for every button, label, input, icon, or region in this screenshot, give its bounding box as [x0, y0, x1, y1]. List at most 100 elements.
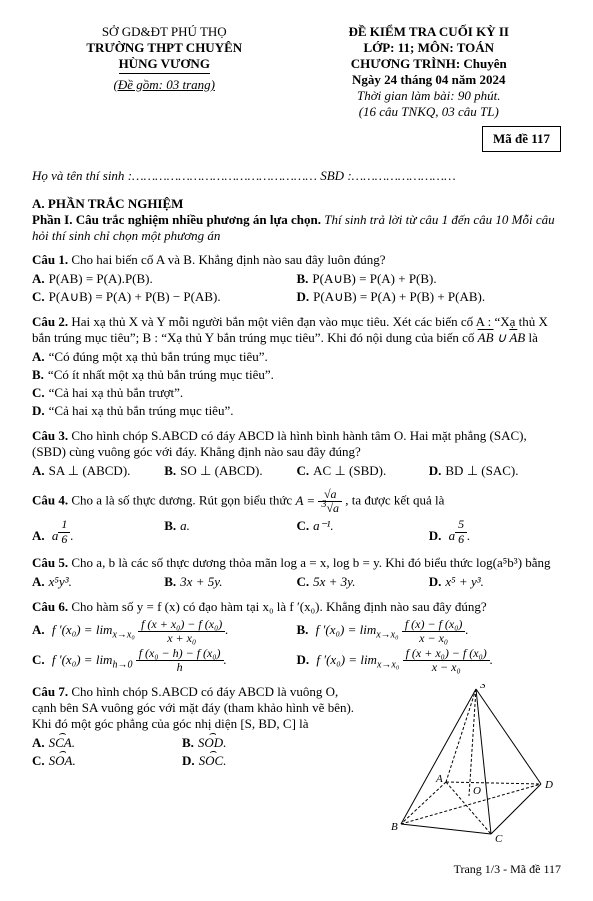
q6-opt-a: A. f ′(x₀) = limx→x₀ f (x + x₀) − f (x₀)…: [32, 617, 297, 646]
q1-opt-d: D.P(A∪B) = P(A) + P(B) + P(AB).: [297, 288, 562, 306]
q1-text: Cho hai biến cố A và B. Khẳng định nào s…: [71, 252, 385, 267]
q6-opt-d: D. f ′(x₀) = limx→x₀ f (x + x₀) − f (x₀)…: [297, 646, 562, 675]
q5-c-text: 5x + 3y.: [313, 574, 355, 589]
q1-opt-a: A.P(AB) = P(A).P(B).: [32, 270, 297, 288]
name-label: Họ và tên thí sinh: [32, 168, 124, 183]
part-1-intro: Phần I. Câu trắc nghiệm nhiều phương án …: [32, 212, 561, 244]
q2-b-text: “Có ít nhất một xạ thủ bắn trúng mục tiê…: [48, 367, 274, 382]
header: SỞ GD&ĐT PHÚ THỌ TRƯỜNG THPT CHUYÊN HÙNG…: [32, 24, 561, 152]
student-info-line: Họ và tên thí sinh :………………………………………… SBD…: [32, 168, 561, 184]
q4-opt-d: D. a56.: [429, 517, 561, 546]
q3-text: Cho hình chóp S.ABCD có đáy ABCD là hình…: [32, 428, 527, 459]
q3-opt-a: A.SA ⊥ (ABCD).: [32, 462, 164, 480]
exam-format: (16 câu TNKQ, 03 câu TL): [297, 104, 562, 120]
q1-label: Câu 1.: [32, 252, 68, 267]
exam-class: LỚP: 11; MÔN: TOÁN: [297, 40, 562, 56]
q7-label: Câu 7.: [32, 684, 68, 699]
q7-opt-b: B.SOD.: [182, 734, 332, 752]
question-6: Câu 6. Cho hàm số y = f (x) có đạo hàm t…: [32, 599, 561, 676]
q5-opt-c: C.5x + 3y.: [297, 573, 429, 591]
q4-a-expr: a16.: [52, 528, 74, 543]
question-2: Câu 2. Hai xạ thủ X và Y mỗi người bắn m…: [32, 314, 561, 420]
q7-opt-d: D.SOC.: [182, 752, 332, 770]
part-1-bold: Phần I. Câu trắc nghiệm nhiều phương án …: [32, 212, 321, 227]
q7-line2: cạnh bên SA vuông góc với mặt đáy (tham …: [32, 700, 354, 715]
q7-opt-a: A.SCA.: [32, 734, 182, 752]
q7-c-text: SOA.: [49, 753, 76, 769]
q1-b-text: P(A∪B) = P(A) + P(B).: [312, 271, 436, 286]
exam-code: Mã đề 117: [482, 126, 561, 152]
question-1: Câu 1. Cho hai biến cố A và B. Khẳng địn…: [32, 252, 561, 306]
q2-expr: AB ∪ AB: [478, 330, 526, 345]
q6-opt-b: B. f ′(x₀) = limx→x₀ f (x) − f (x₀)x − x…: [297, 617, 562, 646]
q5-opt-a: A.x⁵y³.: [32, 573, 164, 591]
q2-text-b: là: [528, 330, 537, 345]
page-footer: Trang 1/3 - Mã đề 117: [32, 862, 561, 877]
q4-opt-c: C.a⁻¹.: [297, 517, 429, 546]
q2-a-text: “Có đúng một xạ thủ bắn trúng mục tiêu”.: [49, 349, 268, 364]
q5-b-text: 3x + 5y.: [180, 574, 222, 589]
q7-d-text: SOC.: [199, 753, 227, 769]
q3-d-text: BD ⊥ (SAC).: [445, 463, 518, 478]
q2-opt-a: A.“Có đúng một xạ thủ bắn trúng mục tiêu…: [32, 348, 561, 366]
q6-label: Câu 6.: [32, 599, 68, 614]
q4-text: Cho a là số thực dương. Rút gọn biểu thứ…: [71, 493, 295, 508]
q6-c-expr: f ′(x₀) = limh→0 f (x₀ − h) − f (x₀)h.: [52, 652, 227, 667]
sbd-label: SBD: [320, 168, 344, 183]
pyramid-icon: SABCDO: [391, 684, 561, 844]
page-count: (Đề gồm: 03 trang): [32, 77, 297, 93]
q4-expr: A = √a3√a: [295, 493, 345, 508]
svg-text:S: S: [480, 684, 486, 691]
q5-opt-d: D.x⁵ + y³.: [429, 573, 561, 591]
q4-opt-b: B.a.: [164, 517, 296, 546]
q3-opt-d: D.BD ⊥ (SAC).: [429, 462, 561, 480]
q3-a-text: SA ⊥ (ABCD).: [49, 463, 131, 478]
q6-opt-c: C. f ′(x₀) = limh→0 f (x₀ − h) − f (x₀)h…: [32, 646, 297, 675]
q5-label: Câu 5.: [32, 555, 68, 570]
q7-line1: Cho hình chóp S.ABCD có đáy ABCD là vuôn…: [71, 684, 338, 699]
svg-text:D: D: [544, 779, 553, 791]
q3-label: Câu 3.: [32, 428, 68, 443]
q5-d-text: x⁵ + y³.: [445, 574, 483, 589]
exam-duration: Thời gian làm bài: 90 phút.: [297, 88, 562, 104]
q2-c-text: “Cả hai xạ thủ bắn trượt”.: [49, 385, 184, 400]
q5-text: Cho a, b là các số thực dương thỏa mãn l…: [71, 555, 550, 570]
q2-label: Câu 2.: [32, 314, 68, 329]
svg-text:B: B: [391, 821, 398, 833]
q7-opt-c: C.SOA.: [32, 752, 182, 770]
q1-a-text: P(AB) = P(A).P(B).: [49, 271, 153, 286]
q3-opt-c: C.AC ⊥ (SBD).: [297, 462, 429, 480]
q3-c-text: AC ⊥ (SBD).: [313, 463, 386, 478]
sbd-dots: :………………………: [347, 168, 455, 183]
name-dots: :…………………………………………: [128, 168, 317, 183]
q4-opt-a: A. a16.: [32, 517, 164, 546]
q6-text: Cho hàm số y = f (x) có đạo hàm tại x₀ l…: [71, 599, 486, 614]
exam-date: Ngày 24 tháng 04 năm 2024: [297, 72, 562, 88]
svg-text:C: C: [495, 833, 503, 844]
q2-opt-d: D.“Cả hai xạ thủ bắn trúng mục tiêu”.: [32, 402, 561, 420]
q7-text-block: Câu 7. Cho hình chóp S.ABCD có đáy ABCD …: [32, 684, 391, 848]
header-right: ĐỀ KIỂM TRA CUỐI KỲ II LỚP: 11; MÔN: TOÁ…: [297, 24, 562, 152]
q2-opt-c: C.“Cả hai xạ thủ bắn trượt”.: [32, 384, 561, 402]
q5-opt-b: B.3x + 5y.: [164, 573, 296, 591]
q4-d-expr: a56.: [449, 528, 471, 543]
q7-figure: SABCDO: [391, 684, 561, 848]
q3-b-text: SO ⊥ (ABCD).: [180, 463, 262, 478]
question-5: Câu 5. Cho a, b là các số thực dương thỏ…: [32, 555, 561, 591]
q4-b-text: a.: [180, 518, 190, 533]
q6-b-expr: f ′(x₀) = limx→x₀ f (x) − f (x₀)x − x₀.: [316, 622, 469, 637]
org-line: SỞ GD&ĐT PHÚ THỌ: [32, 24, 297, 40]
q2-text-a: Hai xạ thủ X và Y mỗi người bắn một viên…: [32, 314, 548, 345]
q6-d-expr: f ′(x₀) = limx→x₀ f (x + x₀) − f (x₀)x −…: [316, 652, 493, 667]
section-a-title: A. PHẦN TRẮC NGHIỆM: [32, 196, 561, 212]
school-line1: TRƯỜNG THPT CHUYÊN: [32, 40, 297, 56]
svg-text:A: A: [435, 773, 443, 785]
q4-label: Câu 4.: [32, 493, 68, 508]
q1-opt-c: C.P(A∪B) = P(A) + P(B) − P(AB).: [32, 288, 297, 306]
header-left: SỞ GD&ĐT PHÚ THỌ TRƯỜNG THPT CHUYÊN HÙNG…: [32, 24, 297, 152]
q3-opt-b: B.SO ⊥ (ABCD).: [164, 462, 296, 480]
q4-text2: , ta được kết quả là: [345, 493, 444, 508]
q7-line3: Khi đó một góc phẳng của góc nhị diện [S…: [32, 716, 309, 731]
q5-a-text: x⁵y³.: [49, 574, 72, 589]
q2-opt-b: B.“Có ít nhất một xạ thủ bắn trúng mục t…: [32, 366, 561, 384]
